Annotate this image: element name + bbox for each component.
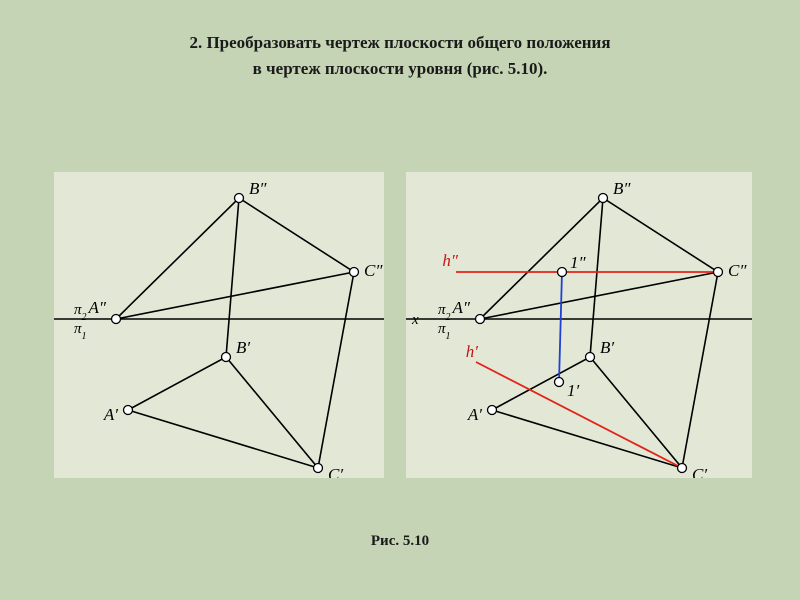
svg-text:A″: A″: [88, 298, 107, 317]
diagram-panel-left: π2π1A″B″C″A′B′C′: [54, 172, 384, 478]
svg-text:C″: C″: [364, 261, 383, 280]
svg-text:1′: 1′: [567, 381, 580, 400]
svg-text:x: x: [411, 312, 419, 328]
svg-text:C′: C′: [328, 465, 343, 478]
svg-text:B″: B″: [249, 179, 267, 198]
svg-text:C′: C′: [692, 465, 707, 478]
svg-text:B′: B′: [236, 338, 250, 357]
title-line-1: 2. Преобразовать чертеж плоскости общего…: [189, 33, 610, 52]
svg-text:π1: π1: [74, 321, 87, 342]
svg-text:A″: A″: [452, 298, 471, 317]
svg-text:A′: A′: [467, 405, 482, 424]
title: 2. Преобразовать чертеж плоскости общего…: [0, 30, 800, 81]
svg-text:π1: π1: [438, 321, 451, 342]
diagram-left-svg: π2π1A″B″C″A′B′C′: [54, 172, 384, 478]
diagram-panel-right: π2π1xh″h′A″B″C″A′B′C′1″1′: [406, 172, 752, 478]
svg-text:B″: B″: [613, 179, 631, 198]
svg-text:1″: 1″: [570, 253, 587, 272]
svg-text:h″: h″: [442, 251, 459, 270]
svg-text:A′: A′: [103, 405, 118, 424]
figure-caption: Рис. 5.10: [0, 533, 800, 550]
svg-text:C″: C″: [728, 261, 747, 280]
svg-text:B′: B′: [600, 338, 614, 357]
diagram-right-svg: π2π1xh″h′A″B″C″A′B′C′1″1′: [406, 172, 752, 478]
svg-text:h′: h′: [466, 342, 479, 361]
title-line-2: в чертеж плоскости уровня (рис. 5.10).: [253, 59, 548, 78]
